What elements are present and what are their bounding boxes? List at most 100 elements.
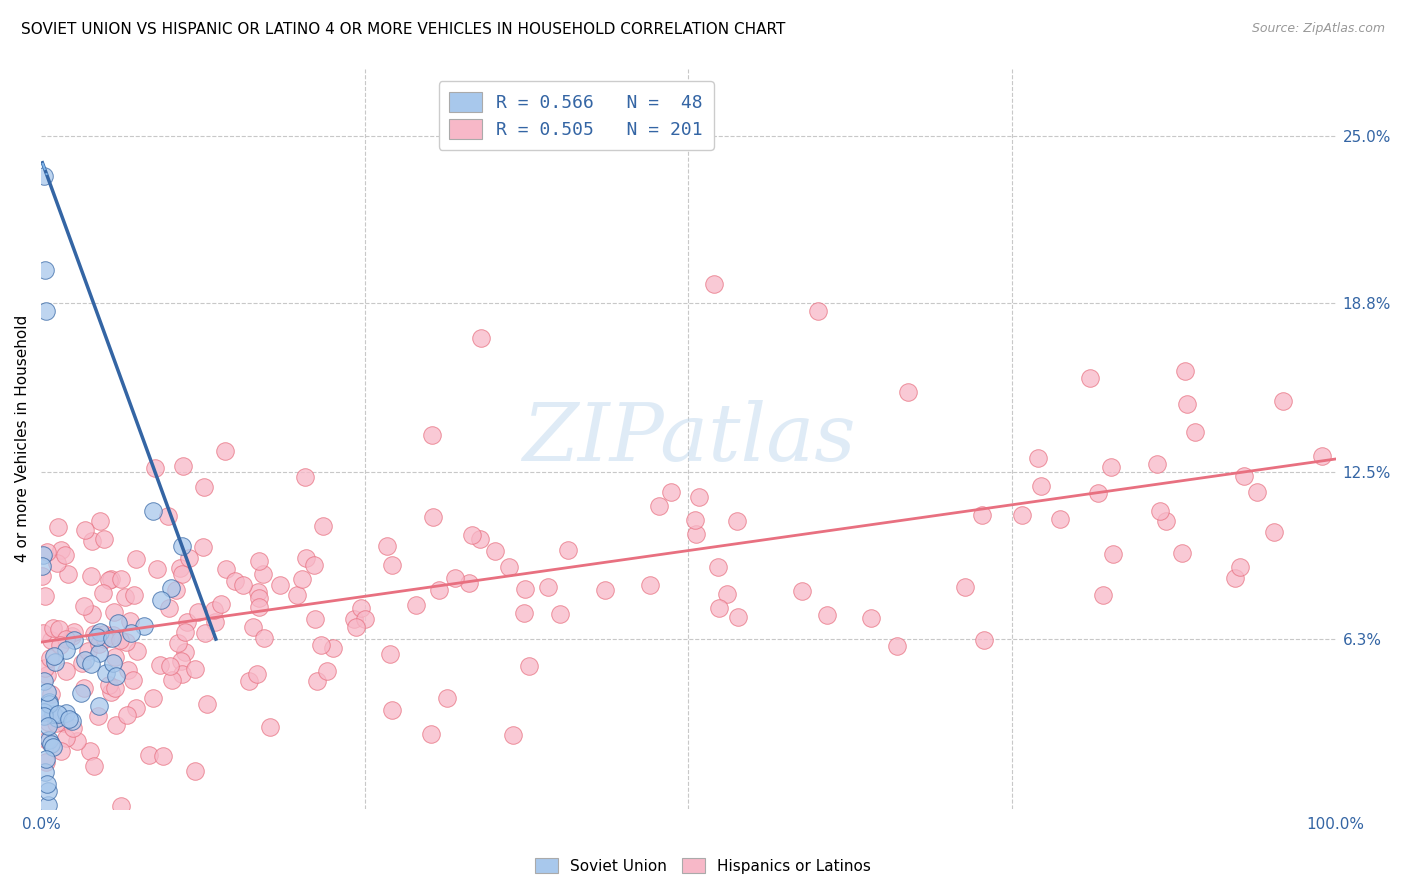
Point <box>174 625 197 640</box>
Point <box>76 644 98 658</box>
Point <box>354 612 377 626</box>
Point <box>94 665 117 680</box>
Point <box>101 631 124 645</box>
Text: ZIPatlas: ZIPatlas <box>522 400 855 477</box>
Point <box>537 580 560 594</box>
Point <box>87 637 110 651</box>
Point <box>1149 504 1171 518</box>
Point <box>83 627 105 641</box>
Point <box>659 484 682 499</box>
Point <box>142 691 165 706</box>
Legend: Soviet Union, Hispanics or Latinos: Soviet Union, Hispanics or Latinos <box>529 852 877 880</box>
Point <box>252 566 274 581</box>
Point <box>34 590 56 604</box>
Point <box>638 578 661 592</box>
Point <box>35 668 58 682</box>
Point <box>49 543 72 558</box>
Point <box>1099 460 1122 475</box>
Point <box>224 574 246 588</box>
Point <box>727 610 749 624</box>
Point <box>159 659 181 673</box>
Point <box>725 514 748 528</box>
Point <box>169 561 191 575</box>
Point <box>305 674 328 689</box>
Point <box>1175 397 1198 411</box>
Point <box>145 562 167 576</box>
Point <box>1078 371 1101 385</box>
Point <box>246 666 269 681</box>
Point <box>149 593 172 607</box>
Text: Source: ZipAtlas.com: Source: ZipAtlas.com <box>1251 22 1385 36</box>
Point <box>1146 457 1168 471</box>
Point <box>55 643 77 657</box>
Point <box>80 534 103 549</box>
Point <box>209 597 232 611</box>
Point <box>160 581 183 595</box>
Point <box>35 304 58 318</box>
Point <box>121 673 143 687</box>
Point <box>41 621 63 635</box>
Point <box>127 643 149 657</box>
Point <box>46 707 69 722</box>
Point <box>38 733 60 747</box>
Point <box>37 777 59 791</box>
Point <box>51 744 73 758</box>
Point <box>1171 546 1194 560</box>
Point <box>184 662 207 676</box>
Legend: R = 0.566   N =  48, R = 0.505   N = 201: R = 0.566 N = 48, R = 0.505 N = 201 <box>439 81 714 150</box>
Point <box>378 647 401 661</box>
Point <box>458 576 481 591</box>
Point <box>35 684 58 698</box>
Point <box>214 444 236 458</box>
Point <box>94 632 117 646</box>
Point <box>405 598 427 612</box>
Point <box>103 605 125 619</box>
Point <box>1087 486 1109 500</box>
Point <box>304 612 326 626</box>
Point <box>953 580 976 594</box>
Point <box>117 663 139 677</box>
Point <box>46 520 69 534</box>
Point <box>73 523 96 537</box>
Point <box>32 705 55 719</box>
Point <box>110 799 132 814</box>
Point <box>1229 559 1251 574</box>
Point <box>32 673 55 688</box>
Point <box>247 600 270 615</box>
Point <box>176 615 198 629</box>
Point <box>381 558 404 573</box>
Point <box>1092 588 1115 602</box>
Point <box>322 641 344 656</box>
Point <box>807 304 830 318</box>
Point <box>152 748 174 763</box>
Point <box>427 582 450 597</box>
Point <box>39 737 62 751</box>
Point <box>107 615 129 630</box>
Point <box>63 625 86 640</box>
Point <box>98 573 121 587</box>
Point <box>375 539 398 553</box>
Point <box>1026 450 1049 465</box>
Point <box>1271 394 1294 409</box>
Point <box>105 718 128 732</box>
Point <box>204 603 226 617</box>
Point <box>468 532 491 546</box>
Point <box>124 588 146 602</box>
Point <box>973 632 995 647</box>
Point <box>35 545 58 559</box>
Point <box>295 551 318 566</box>
Point <box>246 584 269 599</box>
Point <box>242 620 264 634</box>
Point <box>184 764 207 779</box>
Point <box>115 634 138 648</box>
Point <box>350 601 373 615</box>
Point <box>193 480 215 494</box>
Point <box>110 572 132 586</box>
Point <box>115 707 138 722</box>
Point <box>93 627 115 641</box>
Point <box>53 548 76 562</box>
Point <box>31 569 53 583</box>
Point <box>82 607 104 621</box>
Point <box>517 658 540 673</box>
Point <box>73 653 96 667</box>
